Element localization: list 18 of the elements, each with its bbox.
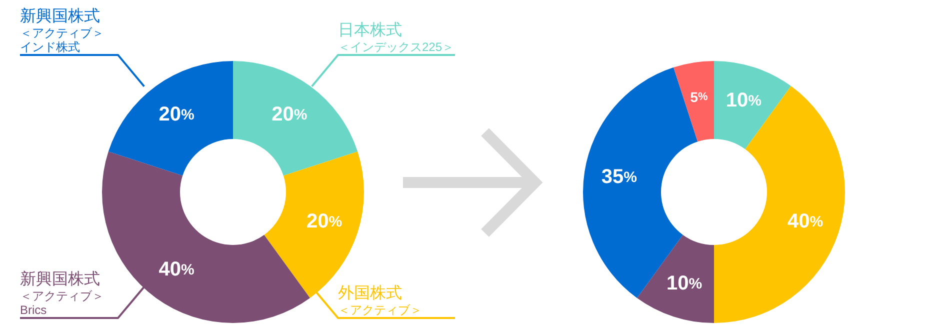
- donut-slice: [108, 61, 233, 176]
- data-label: 20%: [272, 103, 308, 126]
- data-label: 5%: [690, 89, 708, 106]
- data-label: 40%: [788, 210, 824, 233]
- slice-label: 日本株式＜インデックス225＞: [338, 21, 454, 54]
- donut-slice: [714, 86, 845, 323]
- donut-slice: [714, 61, 791, 150]
- data-label: 35%: [601, 166, 637, 188]
- data-label: 20%: [306, 210, 342, 233]
- slice-label: 新興国株式＜アクティブ＞インド株式: [20, 7, 104, 54]
- donut-slice: [674, 61, 714, 142]
- data-label: 10%: [726, 90, 762, 112]
- data-label: 10%: [666, 272, 702, 294]
- donut-slice: [637, 234, 714, 323]
- data-label: 20%: [158, 103, 194, 126]
- slice-label: 新興国株式＜アクティブ＞Brics: [20, 270, 104, 317]
- slice-label: 外国株式＜アクティブ＞: [338, 284, 422, 317]
- data-label: 40%: [158, 258, 194, 281]
